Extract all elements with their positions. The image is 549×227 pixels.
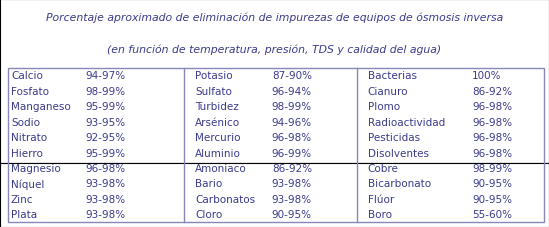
Text: Plata: Plata <box>11 210 37 219</box>
Text: 96-98%: 96-98% <box>472 148 512 158</box>
Text: Cloro: Cloro <box>195 210 222 219</box>
Text: Mercurio: Mercurio <box>195 133 240 143</box>
Text: (en función de temperatura, presión, TDS y calidad del agua): (en función de temperatura, presión, TDS… <box>108 44 441 55</box>
Text: 90-95%: 90-95% <box>472 179 512 189</box>
Text: 86-92%: 86-92% <box>472 86 512 96</box>
Text: Aluminio: Aluminio <box>195 148 241 158</box>
Text: 96-98%: 96-98% <box>472 133 512 143</box>
Text: Fosfato: Fosfato <box>11 86 49 96</box>
Text: Sodio: Sodio <box>11 117 40 127</box>
Text: 96-94%: 96-94% <box>272 86 312 96</box>
Text: Bacterias: Bacterias <box>368 71 417 81</box>
Text: 92-95%: 92-95% <box>85 133 125 143</box>
Text: 93-98%: 93-98% <box>272 179 312 189</box>
Text: Turbidez: Turbidez <box>195 102 239 112</box>
Text: Cianuro: Cianuro <box>368 86 408 96</box>
Text: Radioactividad: Radioactividad <box>368 117 445 127</box>
Text: 95-99%: 95-99% <box>85 102 125 112</box>
Text: Bario: Bario <box>195 179 222 189</box>
Text: 96-98%: 96-98% <box>85 163 125 173</box>
Text: Cobre: Cobre <box>368 163 399 173</box>
Text: Pesticidas: Pesticidas <box>368 133 420 143</box>
Text: Magnesio: Magnesio <box>11 163 61 173</box>
Text: 94-96%: 94-96% <box>272 117 312 127</box>
Text: 93-98%: 93-98% <box>85 194 125 204</box>
Text: Níquel: Níquel <box>11 178 44 189</box>
Text: 94-97%: 94-97% <box>85 71 125 81</box>
Text: Hierro: Hierro <box>11 148 43 158</box>
Text: 86-92%: 86-92% <box>272 163 312 173</box>
Text: Arsénico: Arsénico <box>195 117 240 127</box>
Text: 98-99%: 98-99% <box>85 86 125 96</box>
Text: 90-95%: 90-95% <box>472 194 512 204</box>
Text: Calcio: Calcio <box>11 71 43 81</box>
Text: 96-99%: 96-99% <box>272 148 312 158</box>
Text: Porcentaje aproximado de eliminación de impurezas de equipos de ósmosis inversa: Porcentaje aproximado de eliminación de … <box>46 12 503 23</box>
Text: Sulfato: Sulfato <box>195 86 232 96</box>
Text: 98-99%: 98-99% <box>272 102 312 112</box>
Text: 93-98%: 93-98% <box>85 210 125 219</box>
Text: Flúor: Flúor <box>368 194 394 204</box>
Text: 96-98%: 96-98% <box>472 117 512 127</box>
Text: 96-98%: 96-98% <box>272 133 312 143</box>
Text: 98-99%: 98-99% <box>472 163 512 173</box>
Text: Carbonatos: Carbonatos <box>195 194 255 204</box>
Text: Plomo: Plomo <box>368 102 400 112</box>
Text: 95-99%: 95-99% <box>85 148 125 158</box>
Text: Boro: Boro <box>368 210 392 219</box>
Text: 87-90%: 87-90% <box>272 71 312 81</box>
Text: Disolventes: Disolventes <box>368 148 429 158</box>
Text: Bicarbonato: Bicarbonato <box>368 179 431 189</box>
Text: 93-98%: 93-98% <box>85 179 125 189</box>
Text: 93-95%: 93-95% <box>85 117 125 127</box>
Text: 90-95%: 90-95% <box>272 210 312 219</box>
Text: Amoniaco: Amoniaco <box>195 163 247 173</box>
Text: Nitrato: Nitrato <box>11 133 47 143</box>
Text: Potasio: Potasio <box>195 71 233 81</box>
Text: 96-98%: 96-98% <box>472 102 512 112</box>
Text: Zinc: Zinc <box>11 194 33 204</box>
Text: 93-98%: 93-98% <box>272 194 312 204</box>
Text: Manganeso: Manganeso <box>11 102 71 112</box>
Text: 100%: 100% <box>472 71 502 81</box>
Text: 55-60%: 55-60% <box>472 210 512 219</box>
